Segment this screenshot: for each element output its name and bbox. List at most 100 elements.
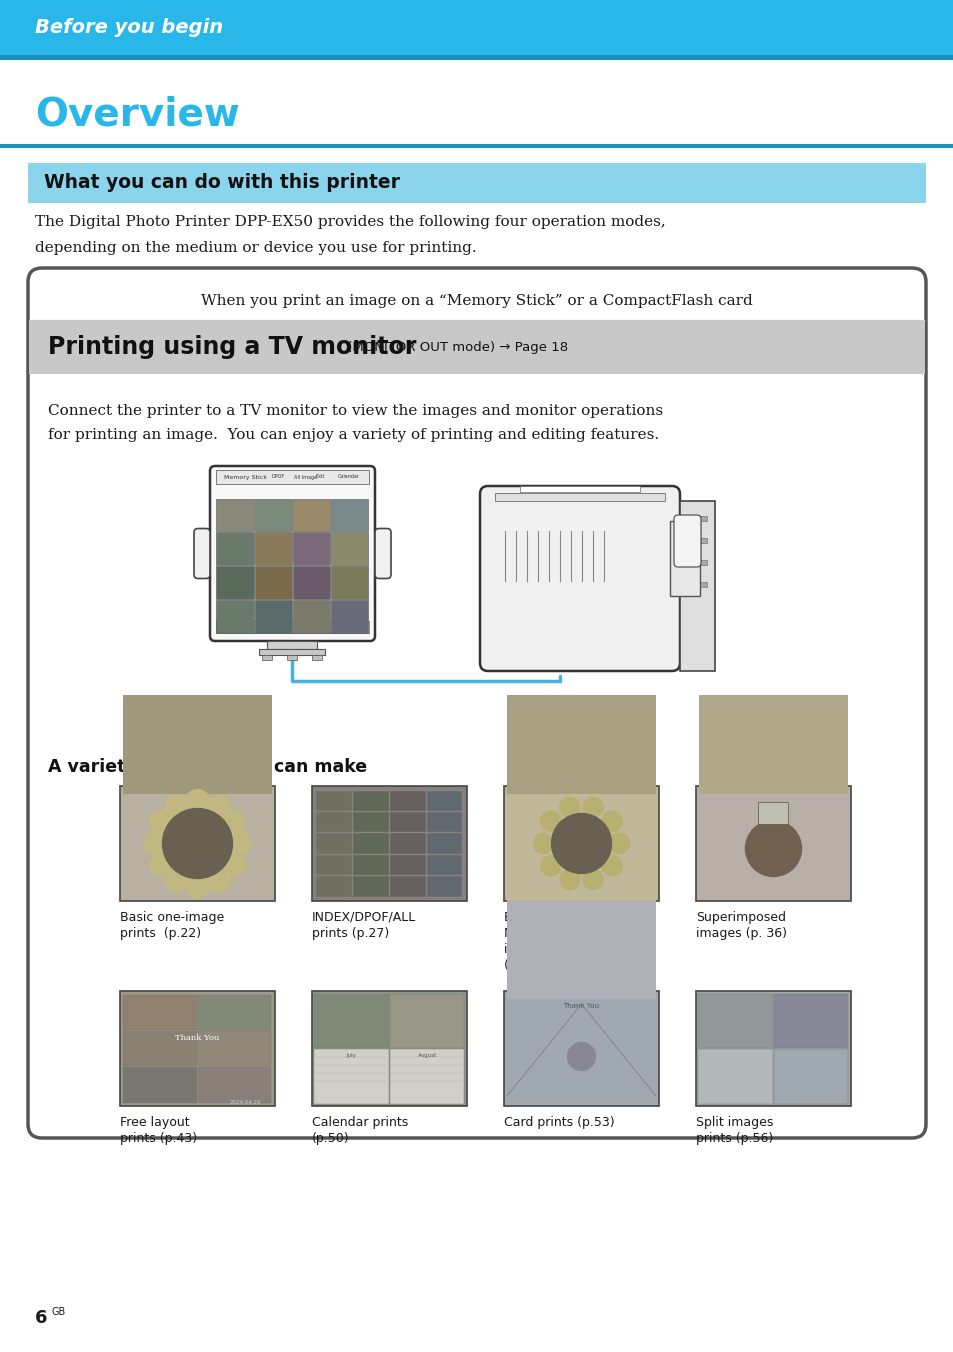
Circle shape [744,821,801,876]
Circle shape [601,856,621,876]
Bar [519,485,639,492]
Circle shape [540,811,560,831]
Bar [503,786,659,900]
Bar [390,1049,464,1103]
Bar [120,991,274,1106]
Bar [216,566,253,599]
Bar [312,786,467,900]
Text: Enlarged/Reduced/: Enlarged/Reduced/ [503,911,622,923]
Bar [699,695,847,794]
Bar [316,791,352,811]
Text: prints  (p.22): prints (p.22) [120,927,201,940]
Bar [254,499,292,531]
Bar [696,786,850,900]
Text: depending on the medium or device you use for printing.: depending on the medium or device you us… [35,241,476,256]
Bar [0,55,953,59]
Circle shape [164,795,189,819]
Bar [287,654,297,660]
Bar [254,566,292,599]
Text: Printing using a TV monitor: Printing using a TV monitor [48,335,416,360]
Text: Thank You: Thank You [563,1003,598,1009]
Circle shape [582,869,602,890]
Text: The Digital Photo Printer DPP-EX50 provides the following four operation modes,: The Digital Photo Printer DPP-EX50 provi… [35,215,665,228]
Circle shape [206,795,231,819]
Bar [495,493,664,502]
Bar [506,900,656,999]
Bar [316,876,352,896]
Bar [314,994,389,1048]
Text: Superimposed: Superimposed [696,911,785,923]
Bar [215,621,369,633]
Text: GB: GB [52,1307,66,1317]
Text: Card prints (p.53): Card prints (p.53) [503,1115,614,1129]
Bar [216,600,253,633]
Bar [293,566,330,599]
Bar [313,654,322,660]
Text: Calendar prints: Calendar prints [312,1115,408,1129]
Text: images (p. 36): images (p. 36) [696,927,786,940]
Bar [293,600,330,633]
Bar [331,566,368,599]
Bar [679,502,714,671]
Circle shape [567,1042,595,1071]
Text: A variety of prints you can make: A variety of prints you can make [48,758,367,776]
Bar [29,320,924,375]
Text: Moved/Rotated: Moved/Rotated [503,927,598,940]
Bar [216,533,253,565]
Bar [426,833,462,853]
Bar [28,164,925,203]
Bar [312,991,467,1106]
Bar [316,813,352,833]
Bar [353,833,389,853]
Text: for printing an image.  You can enjoy a variety of printing and editing features: for printing an image. You can enjoy a v… [48,429,659,442]
Bar [684,538,706,544]
Bar [316,854,352,875]
Bar [198,1067,272,1102]
Text: (p.50): (p.50) [312,1132,349,1145]
Text: Free layout: Free layout [120,1115,190,1129]
Circle shape [609,833,629,853]
Circle shape [582,798,602,818]
Bar [120,786,274,900]
Text: Before you begin: Before you begin [35,18,223,37]
Text: prints (p.27): prints (p.27) [312,927,389,940]
Text: 6: 6 [35,1309,48,1328]
Circle shape [162,808,233,879]
Text: Basic one-image: Basic one-image [120,911,224,923]
FancyBboxPatch shape [210,466,375,641]
Circle shape [143,831,168,856]
Text: DPOF: DPOF [272,475,285,480]
FancyBboxPatch shape [193,529,210,579]
Circle shape [206,868,231,892]
Text: When you print an image on a “Memory Stick” or a CompactFlash card: When you print an image on a “Memory Sti… [201,293,752,308]
Bar [198,1030,272,1067]
Bar [390,813,425,833]
Bar [390,854,425,875]
Bar [390,791,425,811]
Bar [123,1067,196,1102]
Bar [0,0,953,55]
Bar [506,695,656,794]
Circle shape [222,853,246,876]
Bar [216,499,253,531]
Bar [0,145,953,147]
Bar [254,600,292,633]
Text: All Image: All Image [294,475,316,480]
Bar [698,1049,772,1103]
Bar [684,560,706,565]
Text: Memory Stick: Memory Stick [224,475,267,480]
Bar [316,833,352,853]
Text: Connect the printer to a TV monitor to view the images and monitor operations: Connect the printer to a TV monitor to v… [48,404,662,418]
Bar [215,470,369,484]
Circle shape [533,833,553,853]
Circle shape [149,853,172,876]
FancyBboxPatch shape [375,529,391,579]
Bar [353,813,389,833]
Bar [426,791,462,811]
Circle shape [551,814,611,873]
Circle shape [222,810,246,834]
Bar [267,641,317,649]
Bar [353,854,389,875]
Bar [773,994,847,1048]
Bar [426,876,462,896]
